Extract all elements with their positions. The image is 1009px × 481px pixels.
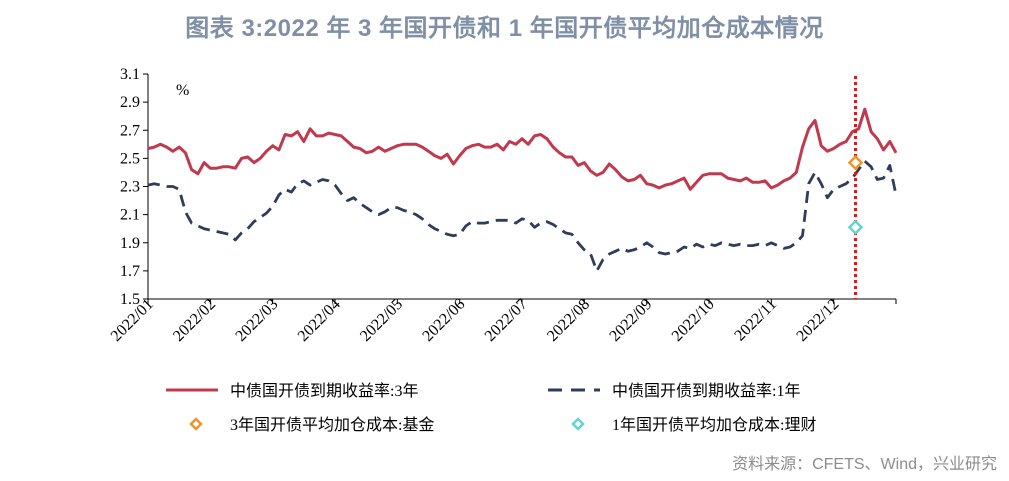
x-tick-label: 2022/10 — [669, 296, 718, 345]
source-note: 资料来源：CFETS、Wind，兴业研究 — [732, 456, 997, 473]
marker-1y-wealth-cost — [847, 219, 864, 236]
y-tick-label: 1.7 — [120, 263, 140, 280]
legend-3y-label: 中债国开债到期收益率:3年 — [230, 382, 418, 400]
series-line-1y — [147, 159, 898, 273]
x-tick-label: 2022/12 — [793, 296, 842, 345]
y-tick-label: 2.3 — [120, 179, 140, 196]
x-tick-label: 2022/06 — [419, 296, 468, 345]
x-tick-label: 2022/04 — [295, 296, 344, 345]
legend-wealth-cost-label: 1年国开债平均加仓成本:理财 — [612, 416, 816, 434]
y-tick-label: 1.9 — [120, 235, 140, 252]
y-tick-label: 1.5 — [120, 291, 140, 308]
x-tick-label: 2022/05 — [357, 296, 406, 345]
y-tick-label: 3.1 — [120, 66, 140, 83]
legend-fund-cost-swatch — [189, 417, 203, 431]
x-tick-label: 2022/02 — [170, 296, 219, 345]
series-layer — [147, 76, 898, 299]
markers-layer — [847, 154, 864, 236]
series-line-3y — [147, 107, 898, 191]
x-tick-label: 2022/03 — [232, 296, 281, 345]
x-tick-label: 2022/08 — [544, 296, 593, 345]
legend-fund-cost-label: 3年国开债平均加仓成本:基金 — [230, 416, 434, 434]
unit-label: % — [176, 82, 189, 99]
x-tick-label: 2022/11 — [731, 296, 780, 345]
x-tick-label: 2022/07 — [482, 296, 531, 345]
legend-wealth-cost-swatch — [571, 417, 585, 431]
y-tick-label: 2.5 — [120, 150, 140, 167]
y-tick-label: 2.9 — [120, 94, 140, 111]
legend-1y-label: 中债国开债到期收益率:1年 — [612, 382, 800, 400]
marker-3y-fund-cost — [847, 154, 864, 171]
chart-title: 图表 3:2022 年 3 年国开债和 1 年国开债平均加仓成本情况 — [185, 15, 824, 42]
y-tick-label: 2.7 — [120, 122, 140, 139]
y-tick-label: 2.1 — [120, 207, 140, 224]
x-tick-label: 2022/09 — [606, 296, 655, 345]
legend: 中债国开债到期收益率:3年 中债国开债到期收益率:1年 3年国开债平均加仓成本:基金… — [166, 382, 816, 434]
